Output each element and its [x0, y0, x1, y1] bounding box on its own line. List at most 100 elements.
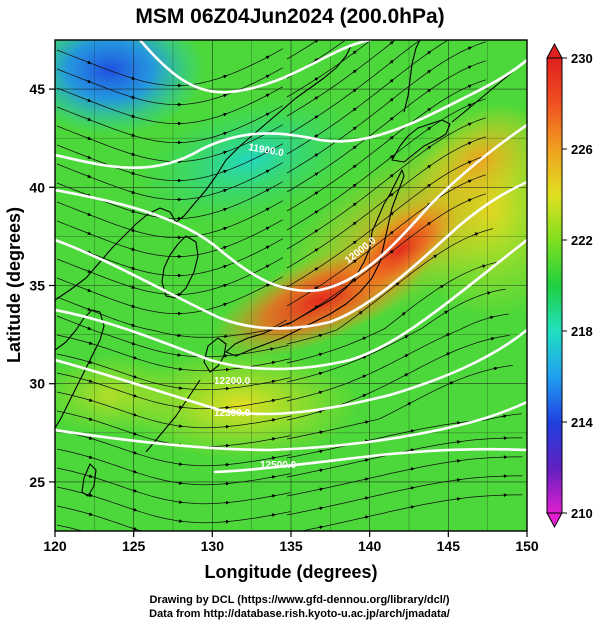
streamline-arrow [351, 126, 357, 131]
streamline-arrow [269, 513, 276, 517]
height-contour-12500 [213, 447, 527, 474]
coastline-japan-kyushu [203, 337, 227, 373]
streamline-arrow [357, 310, 363, 315]
streamline-arrow [466, 103, 472, 108]
streamline-arrow [361, 394, 367, 398]
x-tick-label: 150 [515, 538, 539, 554]
streamline-arrow [317, 352, 323, 357]
streamline-arrow [223, 519, 230, 524]
streamline-arrow [269, 475, 276, 479]
streamline [56, 448, 291, 486]
streamline [56, 391, 291, 429]
streamline-arrow [485, 291, 492, 295]
streamline-arrow [129, 228, 136, 232]
streamline-arrow [221, 112, 228, 117]
streamline-arrow [129, 285, 136, 289]
streamline-arrow [264, 207, 270, 212]
streamline [56, 219, 283, 257]
streamline-arrow [264, 55, 270, 60]
y-tick-label: 35 [29, 278, 45, 294]
streamline-arrow [221, 93, 228, 98]
colorbar-tick-label: 214 [571, 415, 593, 430]
colorbar-tick-label: 218 [571, 324, 593, 339]
streamline-arrow [264, 150, 270, 155]
streamline-arrow [363, 477, 370, 482]
streamline-arrow [176, 462, 183, 466]
streamline-arrow [221, 207, 228, 212]
streamline-arrow [269, 379, 276, 384]
streamline-arrow [389, 136, 394, 140]
streamline [286, 60, 487, 193]
streamline-arrow [445, 352, 451, 356]
streamline [56, 86, 283, 124]
streamline-arrow [269, 418, 276, 422]
streamline-arrow [221, 74, 228, 79]
streamline-arrow [400, 312, 406, 316]
streamline-arrow [87, 532, 92, 534]
streamline-arrow [466, 84, 472, 89]
streamline-arrow [389, 231, 394, 235]
streamline [56, 276, 283, 314]
height-contour-11800 [138, 40, 372, 94]
streamline-arrow [85, 288, 92, 292]
streamline-arrow [129, 247, 136, 251]
streamline-arrow [129, 266, 136, 270]
streamline-arrow [361, 336, 367, 341]
streamline-arrow [221, 264, 228, 269]
streamline-arrow [268, 347, 275, 351]
streamline-arrow [408, 467, 415, 471]
streamline-arrow [221, 131, 228, 136]
streamline [286, 475, 523, 516]
streamline-arrow [501, 414, 508, 419]
streamline-arrow [269, 398, 276, 403]
streamline-arrow [394, 282, 400, 287]
streamline [286, 261, 501, 364]
credit-data: Data from http://database.rish.kyoto-u.a… [149, 608, 450, 620]
streamline-arrow [426, 164, 432, 169]
streamline-arrow [426, 221, 432, 226]
streamline-arrow [317, 525, 324, 530]
streamline-arrow [269, 456, 276, 460]
y-tick-label: 40 [29, 179, 45, 195]
temperature-yellow-band-south [120, 350, 360, 460]
streamline-arrow [131, 412, 138, 417]
streamline-arrow [426, 88, 432, 93]
coastline-kuril-islands [451, 63, 523, 123]
streamline-arrow [317, 430, 324, 435]
streamline-arrow [466, 179, 472, 184]
streamline-arrow [389, 117, 394, 121]
streamline [286, 40, 372, 98]
streamline [300, 494, 523, 531]
streamline-arrow [313, 77, 319, 82]
streamline-arrow [389, 41, 394, 45]
streamline-arrow [85, 307, 92, 311]
streamline-arrow [313, 248, 319, 253]
streamline-arrow [130, 341, 136, 346]
streamline-arrow [87, 436, 94, 440]
streamline-arrow [313, 96, 319, 101]
streamline-arrow [131, 526, 138, 531]
height-contour-12400 [55, 400, 527, 452]
streamline-arrow [129, 171, 136, 175]
streamline [56, 315, 289, 358]
streamline-arrow [351, 107, 357, 112]
streamline-arrow [466, 46, 472, 51]
x-tick-label: 145 [437, 538, 461, 554]
colorbar-tick-label: 230 [571, 51, 593, 66]
streamline-arrow [313, 286, 319, 291]
streamline [56, 353, 291, 391]
streamline-arrow [426, 183, 432, 188]
y-axis: 25 30 35 40 45 [29, 81, 55, 490]
coastline-japan-hokkaido [391, 119, 451, 163]
streamline-arrow [492, 366, 499, 371]
streamline [56, 67, 283, 105]
streamline-arrow [269, 494, 276, 498]
streamline-arrow [85, 117, 92, 121]
streamline-arrow [87, 474, 94, 478]
streamline-arrow [438, 284, 445, 289]
colorbar-ticks: 210 214 218 222 226 230 [562, 51, 593, 521]
streamline-arrow [480, 264, 487, 269]
streamline-arrow [351, 259, 357, 264]
streamline-arrow [403, 354, 409, 358]
streamline-arrow [444, 333, 451, 337]
